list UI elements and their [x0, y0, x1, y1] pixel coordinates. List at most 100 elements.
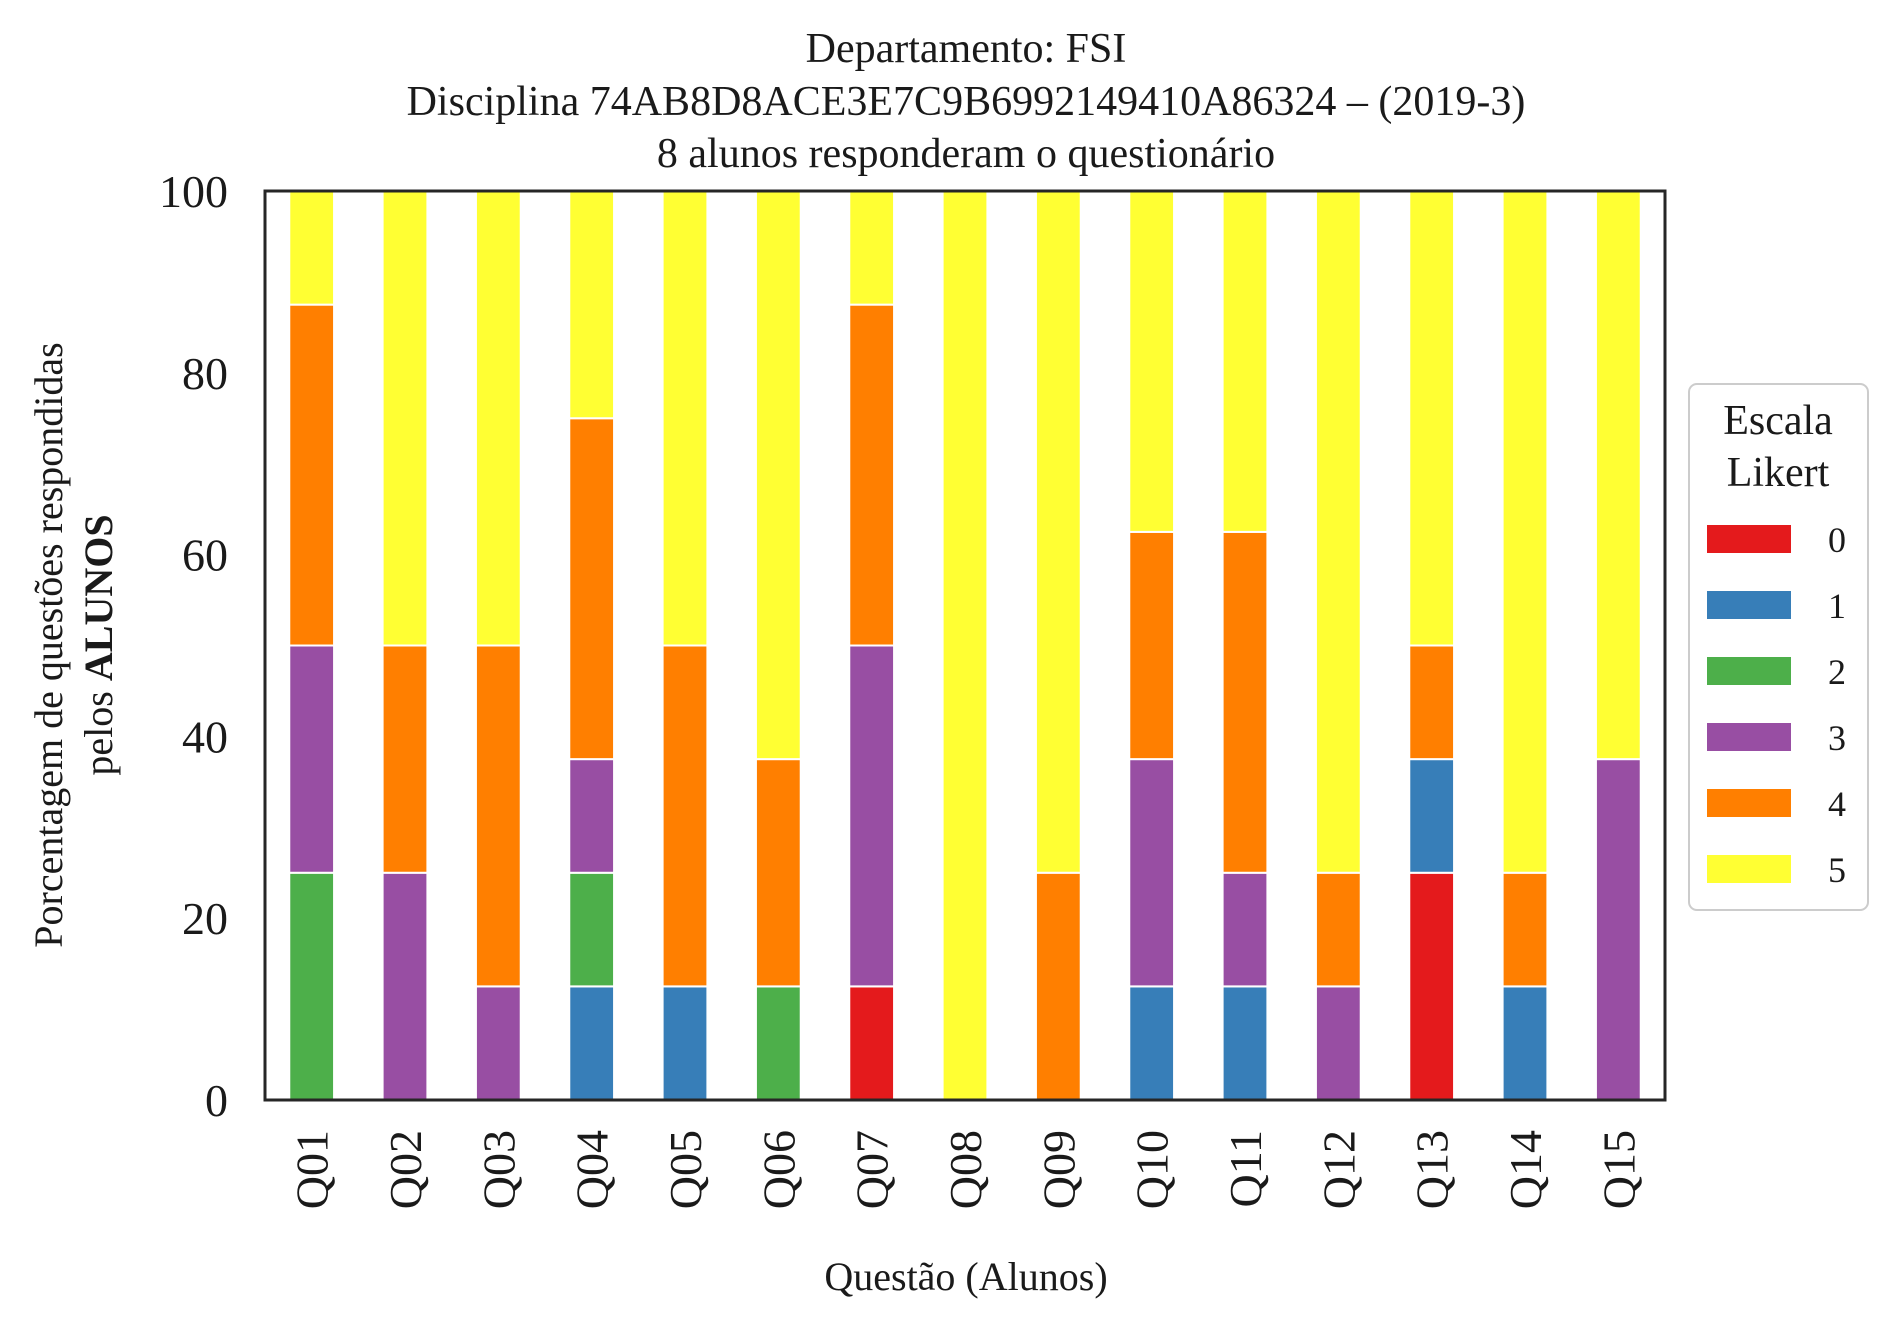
bar-q01-likert-3	[288, 644, 336, 874]
chart-title: Departamento: FSI Disciplina 74AB8D8ACE3…	[407, 26, 1526, 177]
x-tick-label-q15: Q15	[1593, 1130, 1644, 1209]
x-tick-label-q14: Q14	[1500, 1130, 1551, 1209]
bar-q08-likert-5	[941, 190, 989, 1101]
legend-label-0: 0	[1828, 520, 1846, 560]
x-tick-label-q10: Q10	[1127, 1130, 1178, 1209]
x-tick-label-q12: Q12	[1313, 1130, 1364, 1209]
bar-q04-likert-2	[568, 871, 616, 988]
bar-q04-likert-3	[568, 758, 616, 874]
bars-layer	[288, 190, 1642, 1102]
bar-q09-likert-5	[1034, 190, 1082, 874]
legend-label-3: 3	[1828, 718, 1846, 758]
bar-q12-likert-4	[1314, 871, 1362, 988]
bar-q02-likert-4	[381, 644, 429, 874]
legend-swatch-1	[1707, 591, 1791, 619]
legend-items: 0 1 2 3 4 5	[1707, 520, 1846, 890]
x-tick-label-q07: Q07	[847, 1130, 898, 1209]
y-tick-label-40: 40	[182, 711, 228, 762]
bar-q06-likert-5	[754, 190, 802, 761]
legend-title-line-2: Likert	[1727, 450, 1830, 496]
y-axis-label-line-1: Porcentagem de questões respondidas	[26, 342, 71, 947]
bar-q11-likert-4	[1221, 530, 1269, 874]
bar-q05-likert-1	[661, 985, 709, 1102]
bar-q03-likert-3	[474, 985, 522, 1102]
x-tick-label-q11: Q11	[1220, 1130, 1271, 1208]
bar-q10-likert-3	[1128, 758, 1176, 988]
bar-q13-likert-1	[1408, 758, 1456, 874]
legend-swatch-4	[1707, 789, 1791, 817]
bar-q03-likert-5	[474, 190, 522, 647]
bar-q12-likert-3	[1314, 985, 1362, 1102]
legend-label-1: 1	[1828, 586, 1846, 626]
bar-q09-likert-4	[1034, 871, 1082, 1101]
bar-q01-likert-2	[288, 871, 336, 1101]
y-axis-label-line-2: pelos ALUNOS	[76, 514, 121, 775]
x-tick-label-q04: Q04	[567, 1130, 618, 1209]
title-line-3: 8 alunos responderam o questionário	[657, 131, 1275, 177]
bar-q02-likert-5	[381, 190, 429, 647]
bar-q07-likert-5	[848, 190, 896, 306]
title-line-1: Departamento: FSI	[806, 26, 1127, 72]
y-tick-label-100: 100	[159, 166, 228, 217]
bar-q06-likert-2	[754, 985, 802, 1102]
bar-q07-likert-0	[848, 985, 896, 1102]
x-axis-label: Questão (Alunos)	[824, 1254, 1107, 1299]
y-tick-label-80: 80	[182, 348, 228, 399]
bar-q14-likert-5	[1501, 190, 1549, 874]
legend-swatch-2	[1707, 657, 1791, 685]
legend-label-5: 5	[1828, 850, 1846, 890]
legend: Escala Likert 0 1 2 3 4 5	[1688, 383, 1869, 911]
bar-q05-likert-4	[661, 644, 709, 988]
title-line-2: Disciplina 74AB8D8ACE3E7C9B6992149410A86…	[407, 79, 1526, 125]
bar-q11-likert-3	[1221, 871, 1269, 988]
legend-label-4: 4	[1828, 784, 1846, 824]
plot-frame	[263, 189, 1667, 1102]
bar-q04-likert-1	[568, 985, 616, 1102]
x-tick-label-q13: Q13	[1407, 1130, 1458, 1209]
bar-q15-likert-3	[1594, 758, 1642, 1102]
x-tick-label-q03: Q03	[473, 1130, 524, 1209]
y-axis-label-prefix: pelos	[76, 681, 121, 775]
legend-frame	[1688, 383, 1869, 911]
bar-q14-likert-4	[1501, 871, 1549, 988]
bar-q06-likert-4	[754, 758, 802, 988]
x-tick-label-q05: Q05	[660, 1130, 711, 1209]
y-tick-label-20: 20	[182, 893, 228, 944]
bar-q01-likert-4	[288, 303, 336, 647]
x-tick-label-q08: Q08	[940, 1130, 991, 1209]
bar-q11-likert-1	[1221, 985, 1269, 1102]
bar-q11-likert-5	[1221, 190, 1269, 533]
bar-q05-likert-5	[661, 190, 709, 647]
bar-q07-likert-3	[848, 644, 896, 988]
y-axis-label-bold: ALUNOS	[76, 514, 121, 681]
bar-q14-likert-1	[1501, 985, 1549, 1102]
x-tick-label-q01: Q01	[287, 1130, 338, 1209]
legend-swatch-3	[1707, 723, 1791, 751]
bar-q10-likert-5	[1128, 190, 1176, 533]
legend-swatch-0	[1707, 525, 1791, 553]
bar-q10-likert-1	[1128, 985, 1176, 1102]
bar-q03-likert-4	[474, 644, 522, 988]
y-axis-label: Porcentagem de questões respondidas pelo…	[26, 342, 121, 947]
y-tick-label-0: 0	[205, 1075, 228, 1126]
y-axis-ticks: 0 20 40 60 80 100	[159, 166, 228, 1126]
x-tick-label-q09: Q09	[1033, 1130, 1084, 1209]
x-axis-ticks: Q01 Q02 Q03 Q04 Q05 Q06 Q07 Q08 Q09 Q10 Q11 Q12 Q13 Q…	[287, 1130, 1645, 1209]
x-tick-label-q06: Q06	[753, 1130, 804, 1209]
bar-q04-likert-4	[568, 417, 616, 761]
x-tick-label-q02: Q02	[380, 1130, 431, 1209]
bar-q07-likert-4	[848, 303, 896, 647]
y-tick-label-60: 60	[182, 530, 228, 581]
legend-label-2: 2	[1828, 652, 1846, 692]
bar-q15-likert-5	[1594, 190, 1642, 761]
bar-q13-likert-0	[1408, 871, 1456, 1101]
legend-swatch-5	[1707, 855, 1791, 883]
bar-q02-likert-3	[381, 871, 429, 1101]
bar-q12-likert-5	[1314, 190, 1362, 874]
bar-q04-likert-5	[568, 190, 616, 420]
bar-q01-likert-5	[288, 190, 336, 306]
bar-q13-likert-4	[1408, 644, 1456, 761]
bar-q10-likert-4	[1128, 530, 1176, 761]
legend-title-line-1: Escala	[1723, 398, 1833, 444]
